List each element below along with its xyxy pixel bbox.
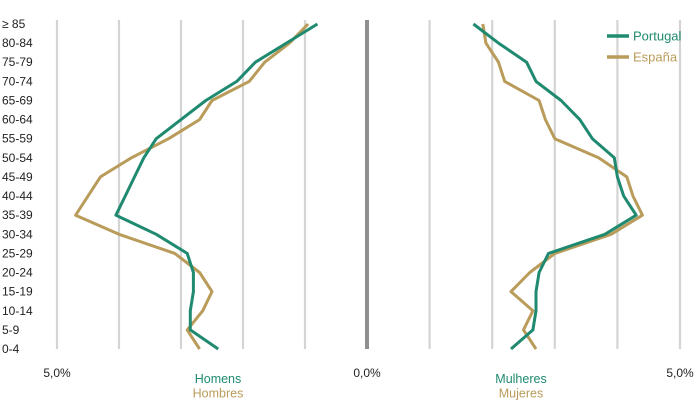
legend-label: España [633,50,678,65]
series-line-female-españa [481,23,644,350]
age-group-label: 40-44 [2,189,33,203]
x-tick-label: 0,0% [353,366,381,380]
age-group-label: 70-74 [2,74,33,88]
age-group-label: 75-79 [2,55,33,69]
male-label: Hombres [193,387,244,401]
male-label: Homens [195,372,242,386]
age-group-label: 5-9 [2,323,20,337]
legend: Portugal España [607,29,682,65]
age-group-label: 30-34 [2,227,33,241]
x-tick-label: 5,0% [666,366,694,380]
age-group-label: ≥ 85 [2,17,26,31]
age-group-label: 35-39 [2,208,33,222]
age-group-label: 10-14 [2,304,33,318]
age-group-label: 60-64 [2,113,33,127]
age-group-label: 45-49 [2,170,33,184]
x-axis-tick-labels: 5,0% 0,0% 5,0% [43,366,694,380]
series-lines [74,22,644,351]
series-line-female-portugal [472,22,638,351]
legend-label: Portugal [633,29,682,44]
series-line-male-españa [74,22,310,350]
female-label: Mujeres [499,387,543,401]
age-group-label: 25-29 [2,246,33,260]
x-tick-label: 5,0% [43,366,71,380]
age-group-label: 20-24 [2,266,33,280]
age-group-labels: 0-4 5-9 10-14 15-19 20-24 25-29 30-34 35-39 40-4… [2,17,33,356]
age-group-label: 80-84 [2,36,33,50]
age-group-label: 15-19 [2,285,33,299]
age-group-label: 50-54 [2,151,33,165]
age-group-label: 55-59 [2,132,33,146]
age-group-label: 65-69 [2,93,33,107]
female-label: Mulheres [495,372,546,386]
age-group-label: 0-4 [2,342,20,356]
series-line-male-portugal [114,22,319,351]
